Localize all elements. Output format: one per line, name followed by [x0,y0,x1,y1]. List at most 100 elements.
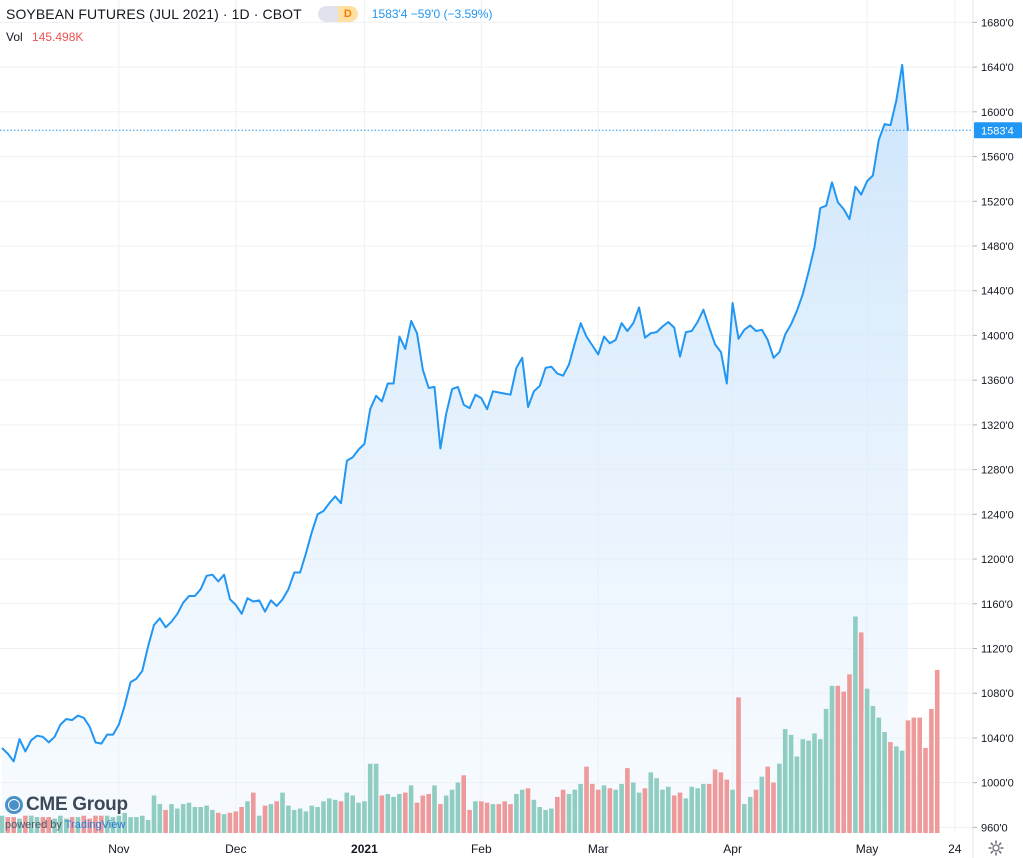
volume-bar [929,708,934,833]
price-axis[interactable]: 960'0 1000'0 1040'0 1080'0 1120'0 1160'0 1200'… [973,17,1014,834]
volume-bar [701,783,706,833]
time-tick-label: Feb [471,842,492,856]
volume-bar [549,808,554,833]
volume-bar [794,756,800,833]
volume-bar [122,812,127,833]
volume-bar [537,807,542,833]
volume-bar [590,783,595,833]
volume-bar [765,766,770,833]
last-price-tag-label: 1583'4 [981,125,1014,137]
price-tick-label: 1520'0 [981,196,1014,208]
volume-bar [426,794,431,833]
volume-bar [911,717,917,833]
volume-bar [414,802,420,833]
volume-bars [0,616,940,833]
volume-bar [356,802,361,833]
tradingview-link[interactable]: TradingView [64,819,126,831]
volume-bar [251,792,256,833]
gear-icon[interactable] [988,840,1004,856]
volume-bar [578,783,583,833]
volume-bar [882,732,887,833]
volume-bar [531,799,537,833]
volume-bar [712,769,718,833]
volume-bar [175,808,180,833]
volume-label[interactable]: Vol [6,30,23,44]
volume-bar [619,783,624,833]
price-tick-label: 960'0 [981,822,1008,834]
time-tick-label: Dec [225,842,246,856]
volume-bar [835,685,841,833]
volume-bar [555,796,560,833]
volume-bar [99,815,104,833]
time-tick-label: Nov [108,842,129,856]
volume-bar [46,817,51,833]
volume-bar [291,809,297,833]
volume-bar [28,815,34,833]
price-tick-label: 1360'0 [981,375,1014,387]
volume-bar [332,799,338,833]
time-tick-label: 24 [948,842,962,856]
volume-value: 145.498K [32,30,84,44]
volume-bar [192,807,198,833]
volume-bar [923,747,928,833]
price-tick-label: 1240'0 [981,509,1014,521]
volume-bar [40,817,46,833]
volume-bar [157,804,163,833]
powered-by-text: powered by TradingView [5,819,145,831]
volume-bar [508,804,513,833]
volume-bar [560,789,566,833]
volume-bar [362,801,367,833]
volume-bar [93,815,98,833]
volume-bar [654,778,659,833]
volume-bar [484,802,490,833]
volume-bar [519,789,525,833]
price-tick-label: 1280'0 [981,465,1014,477]
volume-bar [800,739,806,833]
powered-by-label: powered by [5,819,62,831]
market-status-badge[interactable] [317,6,338,22]
volume-bar [888,742,893,833]
volume-bar [204,805,209,833]
volume-legend: Vol 145.498K [6,30,83,44]
cme-logo[interactable]: CME Group powered by TradingView [5,794,145,834]
volume-bar [134,817,139,833]
volume-bar [116,815,122,833]
volume-bar [806,740,811,833]
volume-bar [771,782,776,833]
volume-bar [221,814,227,833]
chart-header: SOYBEAN FUTURES (JUL 2021) · 1D · CBOT D… [6,5,492,23]
symbol-title[interactable]: SOYBEAN FUTURES (JUL 2021) · 1D · CBOT [6,6,302,22]
volume-bar [397,794,402,833]
volume-bar [34,817,40,833]
volume-bar [613,789,618,833]
delayed-badge[interactable]: D [337,6,358,22]
volume-bar [683,798,689,833]
price-tick-label: 1160'0 [981,599,1013,611]
volume-bar [841,691,846,833]
volume-bar [782,729,788,833]
last-price-tag: 1583'4 [974,122,1022,139]
time-axis[interactable]: Nov Dec 2021 Feb Mar Apr May 24 [108,842,962,856]
volume-bar [87,818,92,833]
volume-bar [280,792,285,833]
volume-bar [309,805,315,833]
volume-bar [870,706,876,833]
volume-bar [443,795,449,833]
price-tick-label: 1680'0 [981,17,1014,29]
volume-bar [666,786,671,833]
volume-bar [180,804,186,833]
globe-icon [5,796,23,814]
volume-bar [934,669,940,833]
time-tick-label: 2021 [351,842,378,856]
volume-bar [128,817,133,833]
volume-bar [479,801,484,833]
volume-bar [502,801,507,833]
price-tick-label: 1640'0 [981,62,1014,74]
volume-bar [917,717,922,833]
price-tick-label: 1320'0 [981,420,1014,432]
volume-bar [853,616,858,833]
volume-bar [385,794,391,833]
time-tick-label: Mar [588,842,609,856]
volume-bar [52,818,57,833]
